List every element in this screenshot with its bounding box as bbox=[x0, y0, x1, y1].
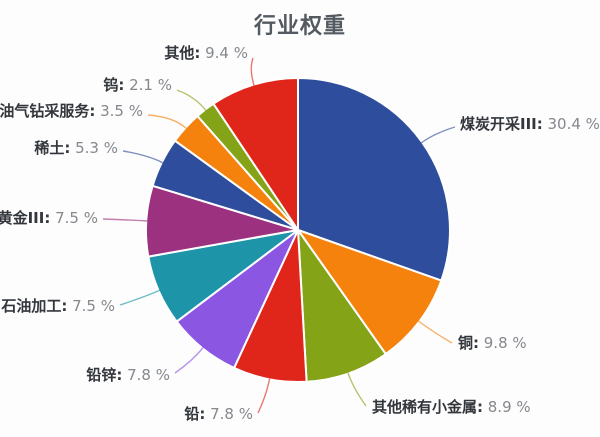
leader-line-4 bbox=[174, 347, 204, 374]
slice-name: 稀土: bbox=[34, 139, 71, 157]
chart-title: 行业权重 bbox=[253, 14, 346, 39]
slice-value: 9.8 % bbox=[479, 334, 527, 352]
leader-line-5 bbox=[119, 289, 160, 306]
slice-label-1: 铜: 9.8 % bbox=[458, 333, 527, 354]
slice-name: 其他: bbox=[164, 44, 201, 62]
slice-name: 油气钻采服务: bbox=[0, 102, 96, 120]
leader-line-9 bbox=[176, 89, 207, 111]
slice-name: 铅: bbox=[184, 405, 206, 423]
slice-value: 7.5 % bbox=[50, 209, 98, 227]
slice-label-3: 铅: 7.8 % bbox=[184, 404, 253, 425]
slice-value: 7.8 % bbox=[122, 366, 170, 384]
slice-label-4: 铅锌: 7.8 % bbox=[86, 365, 170, 386]
slice-label-6: 黄金III: 7.5 % bbox=[0, 208, 98, 229]
slice-name: 石油加工: bbox=[1, 297, 68, 315]
slice-value: 3.5 % bbox=[95, 102, 143, 120]
leader-line-2 bbox=[347, 372, 367, 407]
slice-name: 铅锌: bbox=[86, 366, 123, 384]
slice-label-9: 钨: 2.1 % bbox=[103, 75, 172, 96]
leader-line-0 bbox=[420, 126, 456, 144]
slice-name: 黄金III: bbox=[0, 209, 51, 227]
leader-line-10 bbox=[250, 57, 255, 86]
leader-line-3 bbox=[257, 378, 271, 414]
slice-value: 7.5 % bbox=[67, 297, 115, 315]
slice-value: 9.4 % bbox=[200, 44, 248, 62]
slice-name: 其他稀有小金属: bbox=[372, 398, 483, 416]
leader-line-1 bbox=[418, 320, 453, 344]
slice-label-10: 其他: 9.4 % bbox=[164, 43, 248, 64]
leader-line-7 bbox=[122, 150, 164, 164]
slice-label-0: 煤炭开采III: 30.4 % bbox=[460, 114, 600, 135]
slice-name: 钨: bbox=[103, 76, 125, 94]
slice-label-2: 其他稀有小金属: 8.9 % bbox=[372, 397, 531, 418]
leader-line-8 bbox=[147, 114, 187, 129]
slice-name: 煤炭开采III: bbox=[460, 115, 543, 133]
slice-label-8: 油气钻采服务: 3.5 % bbox=[0, 101, 143, 122]
slice-label-7: 稀土: 5.3 % bbox=[34, 138, 118, 159]
slice-value: 8.9 % bbox=[483, 398, 531, 416]
slice-value: 2.1 % bbox=[124, 76, 172, 94]
slice-value: 5.3 % bbox=[70, 139, 118, 157]
slice-label-5: 石油加工: 7.5 % bbox=[1, 296, 115, 317]
slice-value: 30.4 % bbox=[542, 115, 600, 133]
leader-line-6 bbox=[102, 218, 148, 222]
slice-name: 铜: bbox=[458, 334, 479, 352]
slice-value: 7.8 % bbox=[205, 405, 253, 423]
